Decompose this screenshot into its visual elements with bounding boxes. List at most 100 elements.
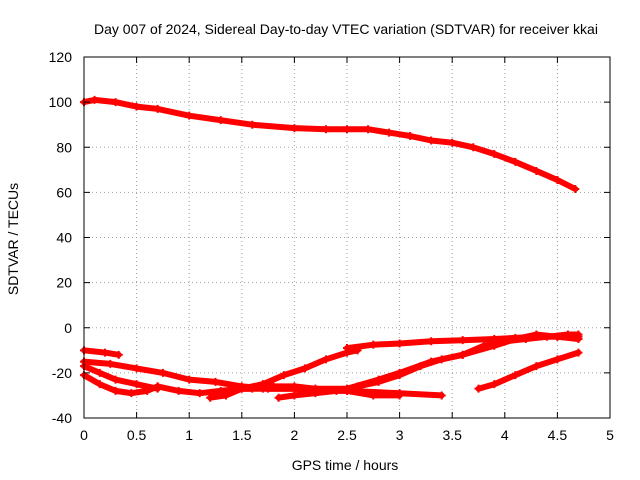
data-point bbox=[211, 377, 220, 386]
data-point bbox=[574, 330, 583, 339]
x-tick-label: 4 bbox=[501, 427, 509, 443]
x-tick-label: 1.5 bbox=[232, 427, 252, 443]
data-point bbox=[132, 102, 141, 111]
data-point bbox=[132, 364, 141, 373]
data-point bbox=[385, 128, 394, 137]
data-point bbox=[374, 377, 383, 386]
data-point bbox=[395, 389, 404, 398]
data-point bbox=[227, 384, 236, 393]
data-point bbox=[111, 386, 120, 395]
x-tick-label: 3.5 bbox=[442, 427, 462, 443]
data-point bbox=[490, 150, 499, 159]
data-point bbox=[343, 344, 351, 353]
series-line bbox=[81, 96, 579, 192]
data-point bbox=[106, 359, 115, 368]
data-point bbox=[158, 368, 167, 377]
x-axis-label: GPS time / hours bbox=[292, 457, 399, 473]
x-tick-label: 2 bbox=[291, 427, 299, 443]
data-point bbox=[153, 104, 162, 113]
data-point bbox=[248, 384, 257, 393]
data-point bbox=[574, 348, 583, 357]
data-point bbox=[571, 184, 580, 193]
data-point bbox=[474, 384, 483, 393]
data-point bbox=[114, 350, 123, 359]
data-point bbox=[216, 116, 225, 125]
data-point bbox=[353, 382, 362, 391]
data-point bbox=[95, 368, 104, 377]
axis-ticks: 0 0.5 1 1.5 2 2.5 3 3.5 4 4.5 5 -40 -20 0 20 40 60 80 100 1… bbox=[49, 49, 614, 443]
data-point bbox=[469, 143, 478, 152]
data-point bbox=[222, 391, 231, 400]
data-point bbox=[274, 393, 283, 402]
data-point bbox=[406, 131, 415, 140]
data-point bbox=[321, 355, 330, 364]
data-point bbox=[364, 125, 373, 134]
data-point bbox=[174, 386, 183, 395]
data-point bbox=[490, 380, 499, 389]
data-point bbox=[511, 157, 520, 166]
data-point bbox=[290, 391, 299, 400]
data-point bbox=[458, 350, 467, 359]
data-point bbox=[479, 341, 488, 350]
data-point bbox=[111, 98, 120, 107]
x-tick-label: 4.5 bbox=[548, 427, 568, 443]
data-point bbox=[458, 336, 467, 345]
x-tick-label: 1 bbox=[185, 427, 193, 443]
x-tick-label: 0 bbox=[80, 427, 88, 443]
data-point bbox=[500, 337, 509, 346]
data-point bbox=[553, 355, 562, 364]
data-point bbox=[300, 364, 309, 373]
data-point bbox=[395, 339, 404, 348]
data-point bbox=[90, 95, 99, 104]
data-point bbox=[427, 136, 436, 145]
data-point bbox=[153, 382, 162, 391]
data-point bbox=[553, 175, 562, 184]
data-point bbox=[532, 166, 541, 175]
y-axis-label: SDTVAR / TECUs bbox=[5, 183, 21, 295]
series-sat-j bbox=[274, 330, 583, 402]
data-point bbox=[521, 335, 530, 344]
y-tick-label: -40 bbox=[52, 410, 72, 426]
data-point bbox=[290, 124, 299, 133]
y-tick-label: 60 bbox=[56, 184, 72, 200]
y-tick-label: 100 bbox=[49, 94, 73, 110]
data-point bbox=[132, 380, 141, 389]
series-line bbox=[275, 331, 582, 401]
data-point bbox=[101, 348, 110, 357]
data-point bbox=[290, 382, 299, 391]
data-point bbox=[563, 330, 572, 339]
data-point bbox=[395, 371, 404, 380]
data-point bbox=[427, 337, 436, 346]
y-tick-label: 20 bbox=[56, 275, 72, 291]
x-tick-label: 2.5 bbox=[337, 427, 357, 443]
y-tick-label: 80 bbox=[56, 139, 72, 155]
x-tick-label: 3 bbox=[396, 427, 404, 443]
data-point bbox=[437, 355, 446, 364]
data-point bbox=[542, 332, 551, 341]
data-point bbox=[185, 111, 194, 120]
data-point bbox=[369, 340, 378, 349]
y-tick-label: 40 bbox=[56, 230, 72, 246]
plot-area bbox=[80, 95, 583, 402]
data-point bbox=[511, 371, 520, 380]
y-tick-label: -20 bbox=[52, 365, 72, 381]
data-point bbox=[248, 120, 257, 129]
data-point bbox=[195, 389, 204, 398]
x-tick-label: 5 bbox=[606, 427, 614, 443]
y-tick-label: 0 bbox=[64, 320, 72, 336]
y-tick-label: 120 bbox=[49, 49, 73, 65]
data-point bbox=[448, 138, 457, 147]
series-sat-k bbox=[474, 348, 583, 393]
data-point bbox=[269, 382, 278, 391]
series-sat-b bbox=[80, 346, 123, 359]
data-point bbox=[343, 125, 351, 134]
data-point bbox=[532, 362, 541, 371]
data-point bbox=[95, 380, 104, 389]
data-point bbox=[332, 386, 341, 395]
data-point bbox=[206, 393, 215, 402]
data-point bbox=[185, 375, 194, 384]
x-tick-label: 0.5 bbox=[127, 427, 147, 443]
chart-title: Day 007 of 2024, Sidereal Day-to-day VTE… bbox=[94, 21, 598, 37]
data-point bbox=[111, 375, 120, 384]
